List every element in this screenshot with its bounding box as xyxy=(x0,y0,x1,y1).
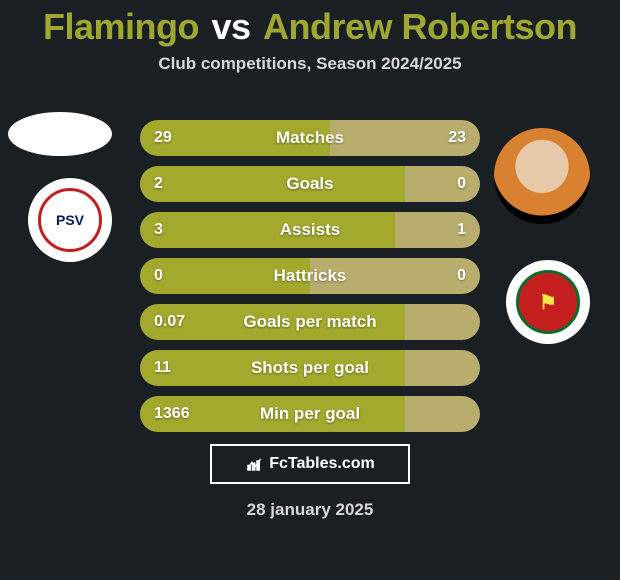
stat-right-segment: 23 xyxy=(330,120,480,156)
stat-right-segment xyxy=(405,304,480,340)
stat-left-value: 29 xyxy=(154,129,172,147)
stat-right-segment: 1 xyxy=(395,212,480,248)
stat-left-segment: 2 xyxy=(140,166,405,202)
stat-row: 00Hattricks xyxy=(140,258,480,294)
stat-row: 1366Min per goal xyxy=(140,396,480,432)
stat-row: 11Shots per goal xyxy=(140,350,480,386)
stat-right-segment xyxy=(405,350,480,386)
stat-right-value: 23 xyxy=(448,129,466,147)
stat-right-segment: 0 xyxy=(310,258,480,294)
stat-left-value: 0 xyxy=(154,267,163,285)
subtitle-text: Club competitions, Season 2024/2025 xyxy=(0,48,620,74)
analytics-icon xyxy=(245,455,263,473)
title-row: Flamingo vs Andrew Robertson xyxy=(0,0,620,48)
stat-left-value: 1366 xyxy=(154,405,190,423)
stat-left-value: 3 xyxy=(154,221,163,239)
stat-row: 2923Matches xyxy=(140,120,480,156)
footer-brand: FcTables.com xyxy=(210,444,410,484)
stat-left-segment: 3 xyxy=(140,212,395,248)
psv-badge-icon: PSV xyxy=(38,188,102,252)
stat-left-segment: 0.07 xyxy=(140,304,405,340)
footer-date: 28 january 2025 xyxy=(0,500,620,520)
player2-avatar xyxy=(494,128,590,224)
stat-left-value: 11 xyxy=(154,359,171,377)
stat-left-value: 2 xyxy=(154,175,163,193)
stat-left-segment: 0 xyxy=(140,258,310,294)
stat-left-segment: 11 xyxy=(140,350,405,386)
title-vs: vs xyxy=(211,6,250,47)
stat-right-segment: 0 xyxy=(405,166,480,202)
stat-right-value: 0 xyxy=(457,175,466,193)
stat-left-segment: 1366 xyxy=(140,396,405,432)
title-player2: Andrew Robertson xyxy=(263,6,577,47)
stat-left-segment: 29 xyxy=(140,120,330,156)
club2-logo: ⚑ xyxy=(506,260,590,344)
stat-left-value: 0.07 xyxy=(154,313,185,331)
stat-right-value: 1 xyxy=(457,221,466,239)
stat-row: 31Assists xyxy=(140,212,480,248)
stats-bars-container: 2923Matches20Goals31Assists00Hattricks0.… xyxy=(140,120,480,432)
stat-right-segment xyxy=(405,396,480,432)
stat-right-value: 0 xyxy=(457,267,466,285)
footer-brand-text: FcTables.com xyxy=(269,455,375,473)
stat-row: 0.07Goals per match xyxy=(140,304,480,340)
club1-logo: PSV xyxy=(28,178,112,262)
stat-row: 20Goals xyxy=(140,166,480,202)
player-face-icon xyxy=(494,128,590,224)
club1-label: PSV xyxy=(56,212,84,228)
title-player1: Flamingo xyxy=(43,6,199,47)
lfc-badge-icon: ⚑ xyxy=(516,270,580,334)
club2-shield-icon: ⚑ xyxy=(539,290,557,315)
player1-avatar xyxy=(8,112,112,156)
